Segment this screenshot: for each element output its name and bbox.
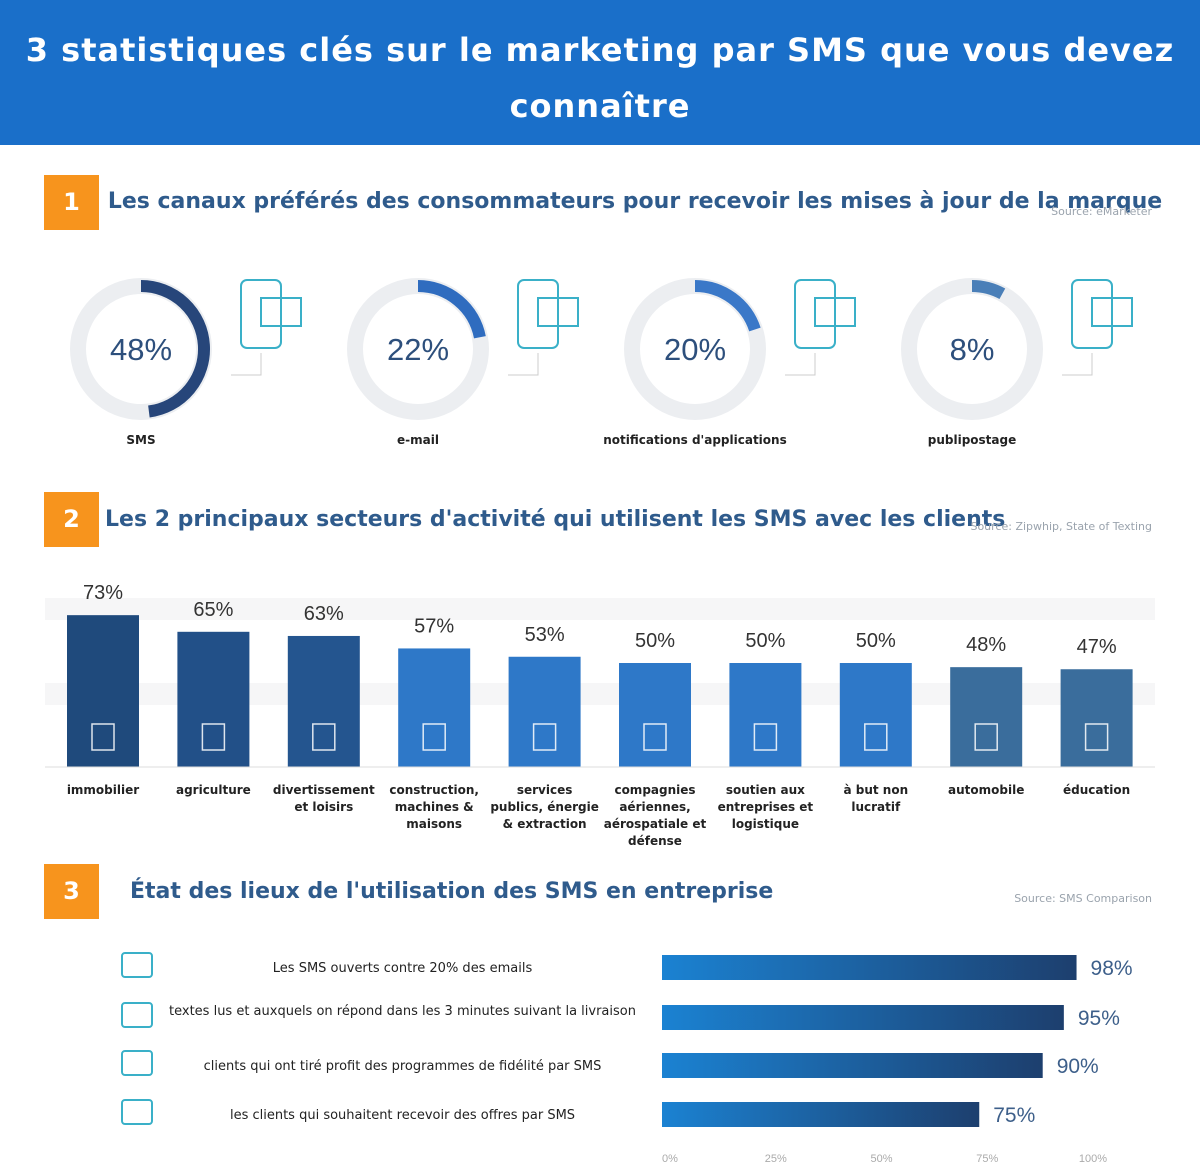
donut-arc	[971, 280, 1006, 300]
bar-icon	[864, 723, 888, 751]
section-title: État des lieux de l'utilisation des SMS …	[130, 879, 774, 904]
bar-icon	[753, 723, 778, 751]
bar-icon	[1084, 723, 1109, 751]
bar	[287, 635, 360, 767]
connector	[1062, 353, 1093, 376]
bar-value: 48%	[966, 634, 1006, 656]
source: Source: Zipwhip, State of Texting	[970, 520, 1152, 533]
donut-label: SMS	[126, 433, 156, 447]
x-tick-label: 25%	[765, 1153, 787, 1165]
bar-label: services publics, énergie & extraction	[490, 783, 599, 831]
icon	[794, 279, 836, 349]
icon	[121, 1002, 153, 1028]
bar-label: compagnies aériennes, aérospatiale et dé…	[603, 783, 707, 848]
connector	[231, 353, 262, 376]
bar-value: 53%	[525, 624, 565, 646]
donut-value: 22%	[387, 332, 449, 367]
hbar-label: textes lus et auxquels on répond dans le…	[169, 1004, 636, 1019]
bar-icon	[643, 723, 667, 751]
section-title: Les 2 principaux secteurs d'activité qui…	[105, 507, 1006, 532]
connector	[508, 353, 539, 376]
icon	[260, 297, 302, 327]
page-title: 3 statistiques clés sur le marketing par…	[25, 31, 1175, 125]
bar-icon	[91, 723, 115, 751]
donut-arc	[417, 280, 486, 339]
icon	[814, 297, 856, 327]
bar-icon	[974, 723, 998, 751]
donut-value: 8%	[950, 332, 995, 367]
icon	[121, 1050, 153, 1076]
bar-label: à but non lucratif	[843, 783, 909, 814]
hbar	[662, 1053, 1043, 1078]
hbar-label: Les SMS ouverts contre 20% des emails	[272, 961, 533, 976]
source: Source: eMarketer	[1051, 205, 1152, 218]
section-number: 2	[44, 492, 99, 547]
bar-label: automobile	[948, 783, 1025, 797]
bar-value: 65%	[193, 599, 233, 621]
bar	[508, 656, 581, 767]
section-title: Les canaux préférés des consommateurs po…	[107, 189, 1163, 214]
donut-label: publipostage	[927, 433, 1017, 447]
bar-label: éducation	[1063, 783, 1131, 797]
icon	[121, 952, 153, 978]
hbar-value: 75%	[993, 1104, 1035, 1127]
bar	[177, 631, 250, 767]
bar-label: construction, machines & maisons	[389, 783, 479, 831]
bar	[67, 615, 139, 767]
hbar-value: 90%	[1057, 1055, 1099, 1078]
section-number: 3	[44, 864, 99, 919]
hbar-label: clients qui ont tiré profit des programm…	[203, 1059, 602, 1074]
x-tick-label: 0%	[662, 1153, 678, 1165]
icon	[517, 279, 559, 349]
x-tick-label: 100%	[1079, 1153, 1107, 1165]
bar-label: agriculture	[175, 783, 251, 797]
connector	[785, 353, 816, 376]
donut-label: notifications d'applications	[603, 433, 787, 447]
donut-value: 48%	[110, 332, 172, 367]
donut-label: e-mail	[397, 433, 439, 447]
bar-label: divertissement et loisirs	[272, 783, 375, 814]
bar-value: 47%	[1077, 636, 1117, 658]
bar	[839, 663, 912, 767]
x-tick-label: 50%	[870, 1153, 892, 1165]
bar	[950, 667, 1023, 767]
hbar	[662, 1102, 980, 1127]
bar-icon	[532, 723, 557, 751]
bar-icon	[422, 723, 446, 751]
hbar-label: les clients qui souhaitent recevoir des …	[229, 1108, 576, 1123]
bar	[619, 663, 691, 767]
icon	[1071, 279, 1113, 349]
icon	[1091, 297, 1133, 327]
bar-label: immobilier	[66, 783, 140, 797]
bar-label: soutien aux entreprises et logistique	[717, 783, 814, 831]
bar	[729, 663, 802, 767]
hbar-value: 95%	[1078, 1007, 1120, 1030]
donut-arc	[694, 280, 761, 332]
source: Source: SMS Comparison	[1014, 892, 1152, 905]
bar-value: 50%	[745, 630, 785, 652]
band	[45, 598, 1155, 620]
bar-icon	[201, 723, 226, 751]
section-number: 1	[44, 175, 99, 230]
hbar	[662, 955, 1077, 980]
icon	[121, 1099, 153, 1125]
bar-value: 50%	[856, 630, 896, 652]
donut-arc	[140, 280, 210, 418]
hbar	[662, 1005, 1064, 1030]
header-band	[0, 0, 1200, 145]
icon	[240, 279, 282, 349]
bar-value: 57%	[414, 615, 454, 637]
x-tick-label: 75%	[976, 1153, 998, 1165]
hbar-value: 98%	[1091, 957, 1133, 980]
bar-value: 63%	[304, 603, 344, 625]
bar-icon	[312, 723, 336, 751]
donut-value: 20%	[664, 332, 726, 367]
icon	[537, 297, 579, 327]
bar	[1060, 669, 1133, 767]
bar-value: 50%	[635, 630, 675, 652]
bar	[398, 648, 471, 767]
bar-value: 73%	[83, 582, 123, 604]
